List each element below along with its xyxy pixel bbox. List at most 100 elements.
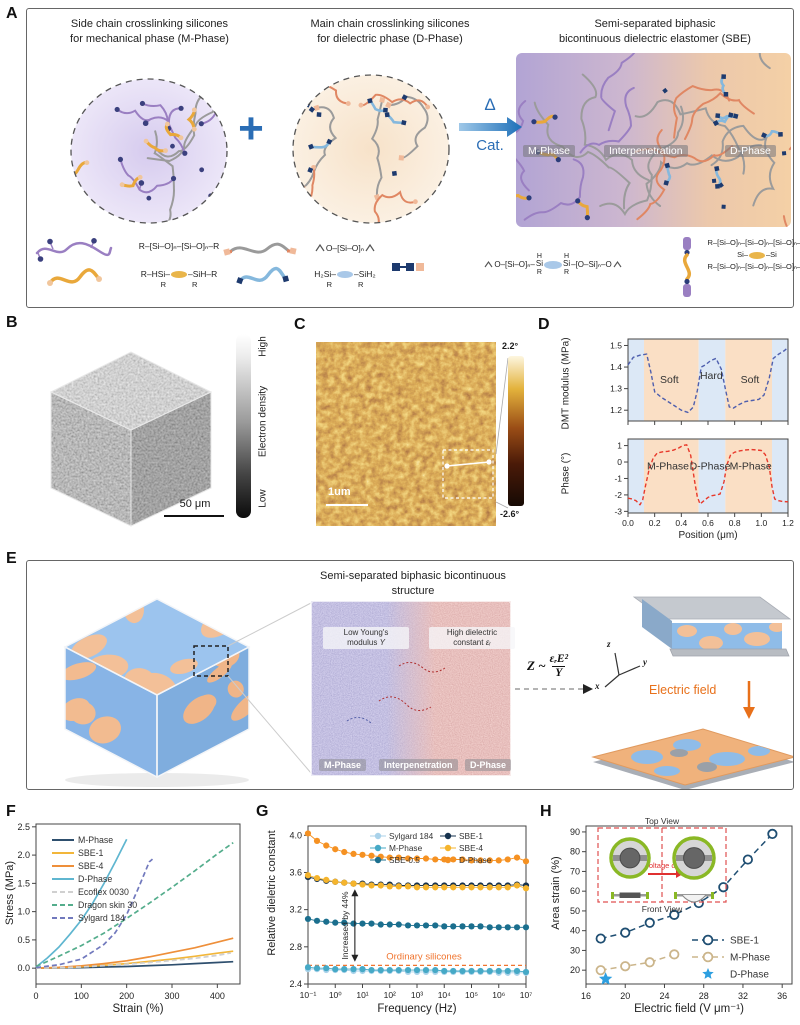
legend-label: M-Phase [730,953,770,964]
legend-label: SBE-1 [730,936,759,947]
data-point [522,885,530,892]
dashed-circle-outline [70,78,228,224]
polymer-chain [720,75,728,96]
electron-density-colorbar [236,334,251,518]
x-tick-label: 400 [210,991,225,1001]
d-phase-blob [227,680,244,698]
sbe-badge-interpenetration: Interpenetration [604,145,688,157]
data-point [323,965,330,972]
xyz-axes-icon [604,652,641,688]
x-axis-label: Frequency (Hz) [377,1003,456,1015]
electric-field-label: Electric field [649,683,717,697]
data-point [395,921,402,928]
y-tick-label: 1.0 [17,907,30,917]
data-point [323,918,330,925]
polymer-chain [716,114,737,120]
data-point [450,884,457,891]
polymer-chain [516,100,530,192]
y-axis-label: y [643,657,647,667]
afm-profile-line [446,461,490,467]
catalyst-label: Cat. [476,137,504,154]
series-dmt-modulus [627,347,789,414]
series-Ecoflex 0030 [35,952,232,970]
data-point [350,920,357,927]
polymer-chain [665,164,672,185]
data-point [504,924,511,931]
data-point [644,917,655,928]
afm-phase-colorbar [508,356,524,506]
x-tick-label: 10⁰ [329,990,342,1000]
data-point [313,917,321,924]
polymer-chain [600,53,637,132]
data-point [386,966,393,974]
sbe-badge-m-phase: M-Phase [523,145,576,157]
y-tick-label: 30 [570,945,580,955]
z-axis-label: z [607,639,611,649]
data-point [595,933,606,944]
colorbar-title: Electron density [257,385,269,458]
y-tick-label: 0 [617,457,622,467]
afm-phase-image [316,342,496,526]
e-badge-d-phase: D-Phase [465,759,512,771]
afm-colorbar-connectors [495,357,509,509]
formula-network-d: O–[Si–O]ₙ– H Si R H Si R –[O–Si]ₙ–O [437,253,669,276]
data-point [386,854,393,861]
zoom-selection-box [193,645,229,677]
y-tick-label: 3.6 [289,867,302,877]
y-tick-label: -3 [614,506,622,516]
afm-colorbar-min: -2.6° [500,509,520,519]
panel-f-label: F [6,803,16,820]
polymer-chain [710,124,776,207]
data-point [522,858,530,865]
sbe-title: Semi-separated biphasic bicontinuous die… [559,18,751,45]
region-label: D-Phase [690,460,731,472]
legend-label: Sylgard 184 [389,831,434,841]
data-point [404,966,412,974]
data-point [459,856,466,863]
phase-band [725,439,772,513]
data-point [644,957,655,968]
data-point [486,967,493,975]
data-point [350,850,357,857]
x-tick-label: 300 [164,991,179,1001]
data-point [413,855,421,862]
legend-label: D-Phase [730,970,769,981]
phase-band [772,439,788,513]
data-point [620,927,631,938]
increase-annotation: Increased by 44% [340,891,350,959]
data-point [477,967,484,975]
region-label: Hard [700,370,723,382]
plus-icon: + [238,104,264,153]
y-tick-label: 2.5 [17,822,30,832]
legend-label: Dragon skin 30 [78,900,137,910]
reaction-arrow-icon [459,117,522,137]
data-point [368,882,375,889]
polymer-chain [684,91,755,140]
data-point [459,884,466,891]
data-point [767,828,778,840]
dea-stack-after [591,728,793,789]
polymer-chain [373,190,417,223]
region-label: Soft [741,374,760,386]
data-point [513,882,521,889]
x-tick-label: 10⁶ [492,990,505,1000]
legend-label: M-Phase [78,835,113,845]
panel-g-label: G [256,803,269,820]
data-point [323,842,330,849]
data-point [432,884,439,891]
formula-d-backbone: O–[Si–O]ₙ [295,243,395,253]
data-point [459,967,466,975]
data-point [422,922,430,929]
data-point [468,857,475,864]
vinyl-group-icon [315,244,325,252]
series-Sylgard 184 [35,858,154,969]
plot-border [585,825,793,985]
dea-stack-before [632,596,792,657]
star-marker [599,972,613,985]
y-tick-label: -2 [614,490,622,500]
series-D-Phase [35,838,128,968]
x-tick-label: 10⁵ [465,990,478,1000]
formula-network-m: R–[Si–O]ₙ–[Si–O]ₙ–[Si–O]ₙ–R Si– –Si R–[Si… [707,238,800,271]
y-tick-label: 1.3 [610,384,622,394]
